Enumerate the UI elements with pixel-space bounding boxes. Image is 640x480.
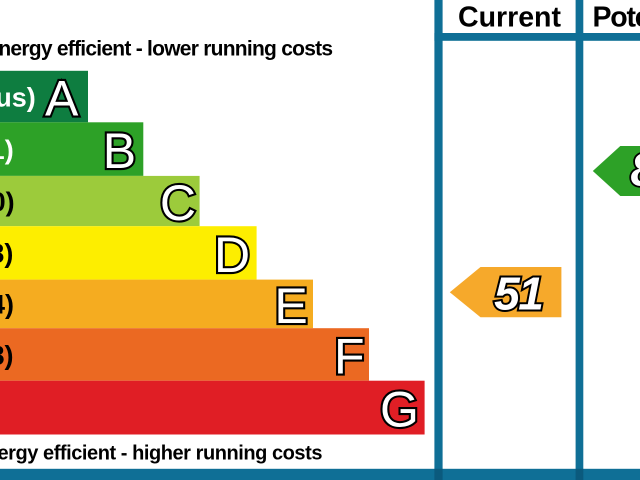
svg-text:Potential: Potential (593, 1, 640, 33)
svg-text:51: 51 (494, 268, 542, 320)
svg-text:G: G (380, 382, 419, 438)
svg-text:80: 80 (631, 143, 640, 195)
svg-text:(39-54): (39-54) (0, 290, 14, 320)
svg-text:(21-38): (21-38) (0, 340, 14, 370)
svg-text:D: D (214, 227, 250, 283)
svg-text:A: A (45, 71, 79, 127)
svg-text:E: E (274, 278, 307, 334)
svg-text:nergy efficient - lower runnin: nergy efficient - lower running costs (0, 37, 332, 60)
svg-text:Current: Current (458, 1, 561, 33)
svg-text:(69-80): (69-80) (0, 187, 15, 217)
svg-text:C: C (160, 175, 196, 231)
svg-text:(81-91): (81-91) (0, 135, 14, 165)
svg-text:B: B (103, 123, 136, 179)
svg-text:(1-20): (1-20) (0, 393, 1, 423)
svg-text:(92 plus): (92 plus) (0, 82, 36, 112)
svg-text:F: F (334, 328, 365, 384)
svg-text:(55-68): (55-68) (0, 239, 13, 269)
svg-text:ergy efficient - higher runnin: ergy efficient - higher running costs (0, 442, 322, 464)
